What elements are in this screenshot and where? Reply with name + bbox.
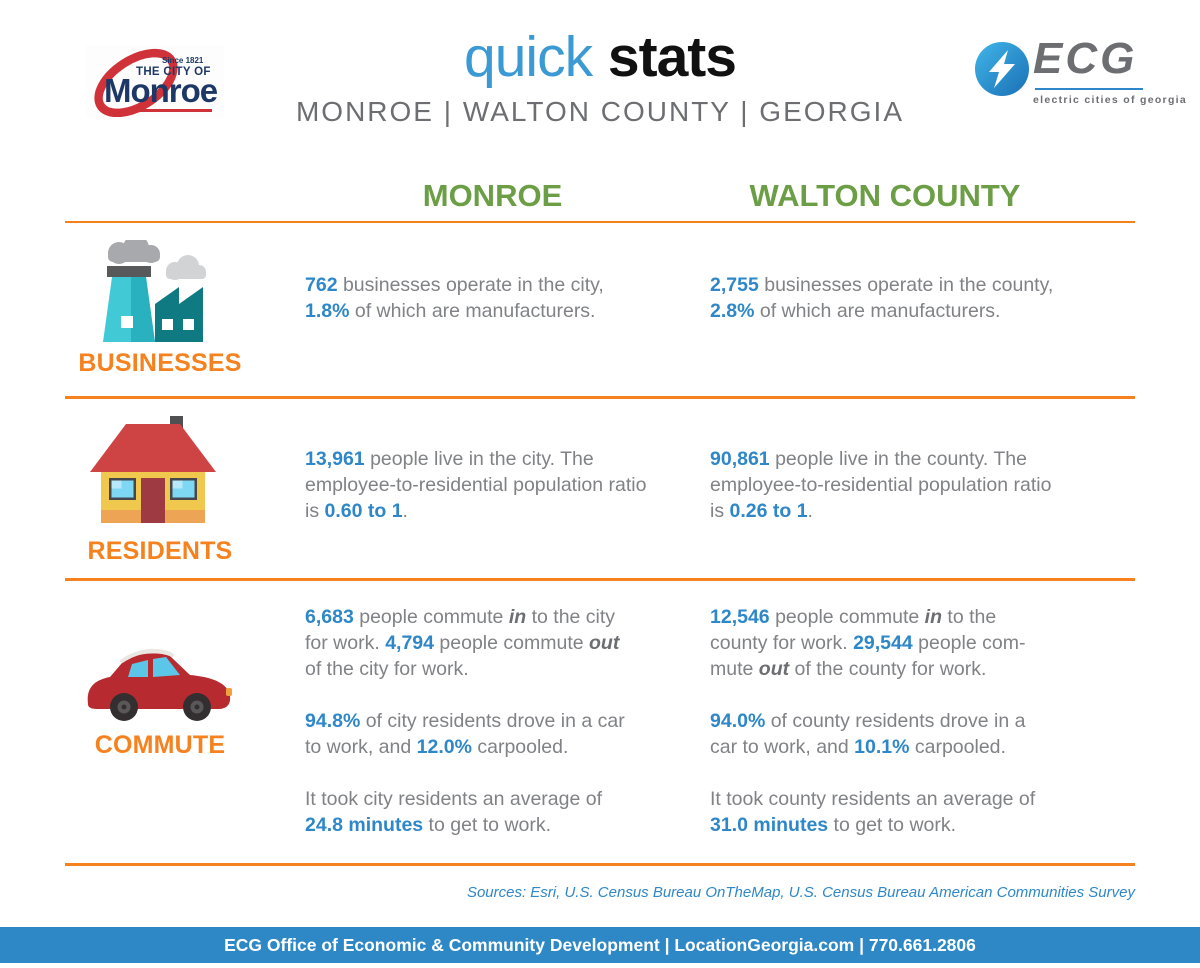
- businesses-walton-paragraph: 2,755 businesses operate in the county, 2…: [710, 274, 1054, 322]
- ecg-logo-name: ECG: [1033, 34, 1138, 83]
- footer-bar: ECG Office of Economic & Community Devel…: [0, 927, 1200, 963]
- page-subtitle: MONROE | WALTON COUNTY | GEORGIA: [295, 96, 904, 127]
- commute-walton-paragraph-1: 12,546 people commute in to the county fo…: [710, 606, 1026, 680]
- ecg-logo: ECG electric cities of georgia: [975, 34, 1186, 112]
- title-quick: quick: [464, 25, 593, 89]
- monroe-logo-name: Monroe: [104, 72, 218, 109]
- sources-note: Sources: Esri, U.S. Census Bureau OnTheM…: [466, 884, 1135, 901]
- residents-walton-text: 90,861 people live in the county. The emp…: [710, 446, 1150, 550]
- commute-walton-text: 12,546 people commute in to the county fo…: [710, 604, 1150, 864]
- monroe-logo-the-city-of: THE CITY OF: [136, 66, 211, 78]
- residents-monroe-text: 13,961 people live in the city. The emplo…: [305, 446, 700, 550]
- divider-businesses: [65, 396, 1135, 399]
- title-stats: stats: [607, 25, 737, 89]
- column-header-walton: WALTON COUNTY: [749, 178, 1021, 213]
- residents-monroe-paragraph: 13,961 people live in the city. The emplo…: [305, 448, 647, 522]
- businesses-walton-text: 2,755 businesses operate in the county, 2…: [710, 272, 1150, 350]
- lightning-bolt-icon: [975, 42, 1029, 96]
- car-icon: [87, 648, 232, 721]
- businesses-monroe-paragraph: 762 businesses operate in the city, 1.8% …: [305, 274, 604, 322]
- column-header-monroe: MONROE: [422, 178, 563, 213]
- divider-residents: [65, 578, 1135, 581]
- divider-bottom: [65, 863, 1135, 866]
- monroe-logo-underline: [132, 109, 212, 112]
- row-label-commute: COMMUTE: [94, 731, 226, 759]
- city-of-monroe-logo: Since 1821 THE CITY OF Monroe: [86, 45, 224, 117]
- factory-icon: [103, 240, 206, 342]
- house-icon: [90, 416, 216, 523]
- commute-walton-paragraph-3: It took county residents an average of 31…: [710, 788, 1036, 836]
- divider-top: [65, 221, 1135, 223]
- row-label-residents: RESIDENTS: [87, 537, 233, 565]
- red-swoosh-icon: [94, 48, 178, 117]
- commute-monroe-paragraph-2: 94.8% of city residents drove in a car to…: [305, 710, 625, 758]
- commute-monroe-paragraph-3: It took city residents an average of 24.8…: [305, 788, 602, 836]
- commute-monroe-paragraph-1: 6,683 people commute in to the city for w…: [305, 606, 620, 680]
- commute-monroe-text: 6,683 people commute in to the city for w…: [305, 604, 700, 864]
- page-title: quick stats: [0, 26, 1200, 89]
- commute-walton-paragraph-2: 94.0% of county residents drove in a car …: [710, 710, 1026, 758]
- ecg-logo-tagline: electric cities of georgia: [1033, 94, 1188, 106]
- row-label-businesses: BUSINESSES: [78, 349, 242, 377]
- residents-walton-paragraph: 90,861 people live in the county. The emp…: [710, 448, 1052, 522]
- businesses-monroe-text: 762 businesses operate in the city, 1.8% …: [305, 272, 700, 350]
- ecg-logo-underline: [1035, 88, 1143, 90]
- monroe-logo-since: Since 1821: [162, 56, 204, 65]
